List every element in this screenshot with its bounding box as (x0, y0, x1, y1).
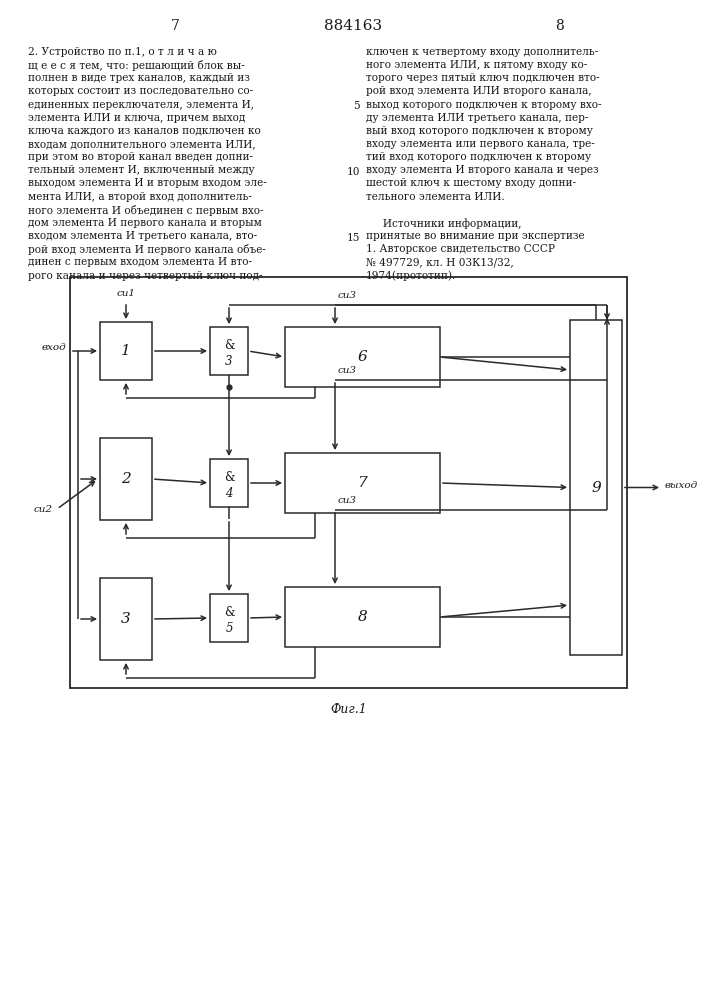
Text: вход: вход (41, 344, 66, 353)
Text: 8: 8 (358, 610, 368, 624)
Text: щ е е с я тем, что: решающий блок вы-: щ е е с я тем, что: решающий блок вы- (28, 60, 245, 71)
Bar (100, 438, 152, 520)
Text: &: & (223, 471, 234, 484)
Text: 5: 5 (354, 101, 360, 111)
Text: входу элемента И второго канала и через: входу элемента И второго канала и через (366, 165, 599, 175)
Text: входам дополнительного элемента ИЛИ,: входам дополнительного элемента ИЛИ, (28, 139, 256, 149)
Text: 8: 8 (556, 19, 564, 33)
Text: 7: 7 (358, 476, 368, 490)
Text: принятые во внимание при экспертизе: принятые во внимание при экспертизе (366, 231, 585, 241)
Text: дом элемента И первого канала и вторым: дом элемента И первого канала и вторым (28, 218, 262, 228)
Bar (285, 453, 440, 513)
Text: 1. Авторское свидетельство СССР: 1. Авторское свидетельство СССР (366, 244, 555, 254)
Text: № 497729, кл. H 03К13/32,: № 497729, кл. H 03К13/32, (366, 257, 514, 267)
Text: си3: си3 (338, 291, 357, 300)
Text: Фиг.1: Фиг.1 (330, 703, 367, 716)
Bar (70, 277, 627, 688)
Text: 4: 4 (226, 487, 233, 500)
Text: вый вход которого подключен к второму: вый вход которого подключен к второму (366, 126, 593, 136)
Text: 7: 7 (170, 19, 180, 33)
Text: си3: си3 (338, 496, 357, 505)
Text: &: & (223, 606, 234, 619)
Text: ного элемента ИЛИ, к пятому входу ко-: ного элемента ИЛИ, к пятому входу ко- (366, 60, 588, 70)
Text: 5: 5 (226, 622, 233, 635)
Bar (210, 594, 248, 642)
Text: 1: 1 (121, 344, 131, 358)
Text: 3: 3 (226, 355, 233, 368)
Bar (570, 320, 622, 655)
Text: 1974(прототип).: 1974(прототип). (366, 271, 457, 281)
Text: 884163: 884163 (324, 19, 382, 33)
Text: 15: 15 (346, 233, 360, 243)
Text: тельный элемент И, включенный между: тельный элемент И, включенный между (28, 165, 255, 175)
Text: выход которого подключен к второму вхо-: выход которого подключен к второму вхо- (366, 100, 602, 110)
Bar (210, 327, 248, 375)
Text: торого через пятый ключ подключен вто-: торого через пятый ключ подключен вто- (366, 73, 600, 83)
Text: си1: си1 (117, 289, 136, 298)
Text: 9: 9 (591, 481, 601, 494)
Text: тельного элемента ИЛИ.: тельного элемента ИЛИ. (366, 192, 505, 202)
Text: 3: 3 (121, 612, 131, 626)
Text: ного элемента И объединен с первым вхо-: ного элемента И объединен с первым вхо- (28, 205, 264, 216)
Text: си2: си2 (34, 504, 53, 514)
Text: 2. Устройство по п.1, о т л и ч а ю: 2. Устройство по п.1, о т л и ч а ю (28, 47, 217, 57)
Text: &: & (223, 339, 234, 352)
Text: при этом во второй канал введен допни-: при этом во второй канал введен допни- (28, 152, 253, 162)
Bar (210, 459, 248, 507)
Text: рой вход элемента ИЛИ второго канала,: рой вход элемента ИЛИ второго канала, (366, 86, 592, 96)
Bar (100, 578, 152, 660)
Text: 6: 6 (358, 350, 368, 364)
Text: полнен в виде трех каналов, каждый из: полнен в виде трех каналов, каждый из (28, 73, 250, 83)
Text: ключен к четвертому входу дополнитель-: ключен к четвертому входу дополнитель- (366, 47, 598, 57)
Text: входом элемента И третьего канала, вто-: входом элемента И третьего канала, вто- (28, 231, 257, 241)
Text: которых состоит из последовательно со-: которых состоит из последовательно со- (28, 86, 253, 96)
Text: единенных переключателя, элемента И,: единенных переключателя, элемента И, (28, 100, 254, 110)
Text: рой вход элемента И первого канала объе-: рой вход элемента И первого канала объе- (28, 244, 266, 255)
Text: шестой ключ к шестому входу допни-: шестой ключ к шестому входу допни- (366, 178, 576, 188)
Text: рого канала и через четвертый ключ под-: рого канала и через четвертый ключ под- (28, 271, 262, 281)
Text: элемента ИЛИ и ключа, причем выход: элемента ИЛИ и ключа, причем выход (28, 113, 245, 123)
Text: си3: си3 (338, 366, 357, 375)
Text: входу элемента или первого канала, тре-: входу элемента или первого канала, тре- (366, 139, 595, 149)
Text: ключа каждого из каналов подключен ко: ключа каждого из каналов подключен ко (28, 126, 261, 136)
Text: тий вход которого подключен к второму: тий вход которого подключен к второму (366, 152, 591, 162)
Text: Источники информации,: Источники информации, (366, 218, 522, 229)
Text: выходом элемента И и вторым входом эле-: выходом элемента И и вторым входом эле- (28, 178, 267, 188)
Text: динен с первым входом элемента И вто-: динен с первым входом элемента И вто- (28, 257, 252, 267)
Text: 2: 2 (121, 472, 131, 486)
Text: ду элемента ИЛИ третьего канала, пер-: ду элемента ИЛИ третьего канала, пер- (366, 113, 588, 123)
Bar (285, 327, 440, 387)
Bar (285, 587, 440, 647)
Text: 10: 10 (346, 167, 360, 177)
Text: выход: выход (665, 481, 699, 490)
Bar (100, 322, 152, 380)
Text: мента ИЛИ, а второй вход дополнитель-: мента ИЛИ, а второй вход дополнитель- (28, 192, 252, 202)
